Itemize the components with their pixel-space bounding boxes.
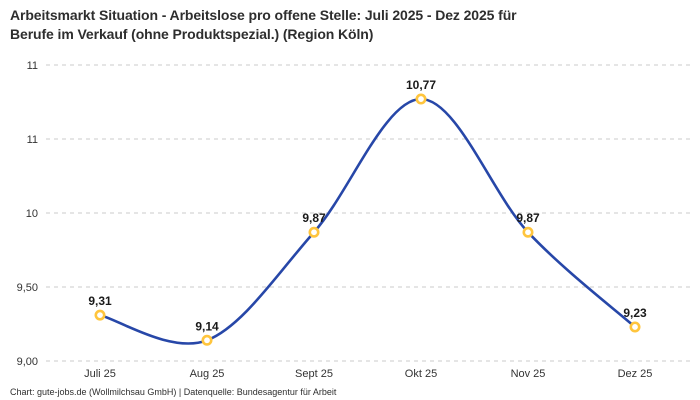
line-series bbox=[98, 97, 637, 345]
y-tick-label: 9,00 bbox=[17, 356, 38, 368]
x-tick-label: Juli 25 bbox=[84, 368, 116, 380]
data-point-label: 9,23 bbox=[623, 306, 647, 320]
data-point-label: 9,14 bbox=[195, 319, 219, 333]
data-point-marker bbox=[522, 226, 534, 238]
data-point-label: 9,87 bbox=[302, 211, 326, 225]
chart-title: Arbeitsmarkt Situation - Arbeitslose pro… bbox=[10, 6, 517, 44]
y-tick-label: 10 bbox=[26, 208, 38, 220]
x-tick-label: Sept 25 bbox=[295, 368, 333, 380]
y-tick-label: 11 bbox=[27, 134, 38, 146]
x-tick-label: Okt 25 bbox=[405, 368, 437, 380]
chart-title-line-1: Arbeitsmarkt Situation - Arbeitslose pro… bbox=[10, 7, 517, 23]
y-tick-label: 9,50 bbox=[17, 282, 38, 294]
chart-title-line-2: Berufe im Verkauf (ohne Produktspezial.)… bbox=[10, 26, 374, 42]
chart-credit: Chart: gute-jobs.de (Wollmilchsau GmbH) … bbox=[10, 387, 337, 397]
x-tick-label: Aug 25 bbox=[190, 368, 225, 380]
data-point-label: 9,31 bbox=[88, 294, 112, 308]
data-point-marker bbox=[201, 334, 213, 346]
data-point-marker bbox=[415, 93, 427, 105]
data-point-label: 10,77 bbox=[406, 78, 436, 92]
data-point-marker bbox=[94, 309, 106, 321]
x-tick-label: Nov 25 bbox=[511, 368, 546, 380]
data-point-label: 9,87 bbox=[516, 211, 540, 225]
data-point-marker bbox=[308, 226, 320, 238]
x-tick-label: Dez 25 bbox=[618, 368, 653, 380]
data-point-marker bbox=[629, 321, 641, 333]
y-tick-label: 11 bbox=[27, 60, 38, 72]
